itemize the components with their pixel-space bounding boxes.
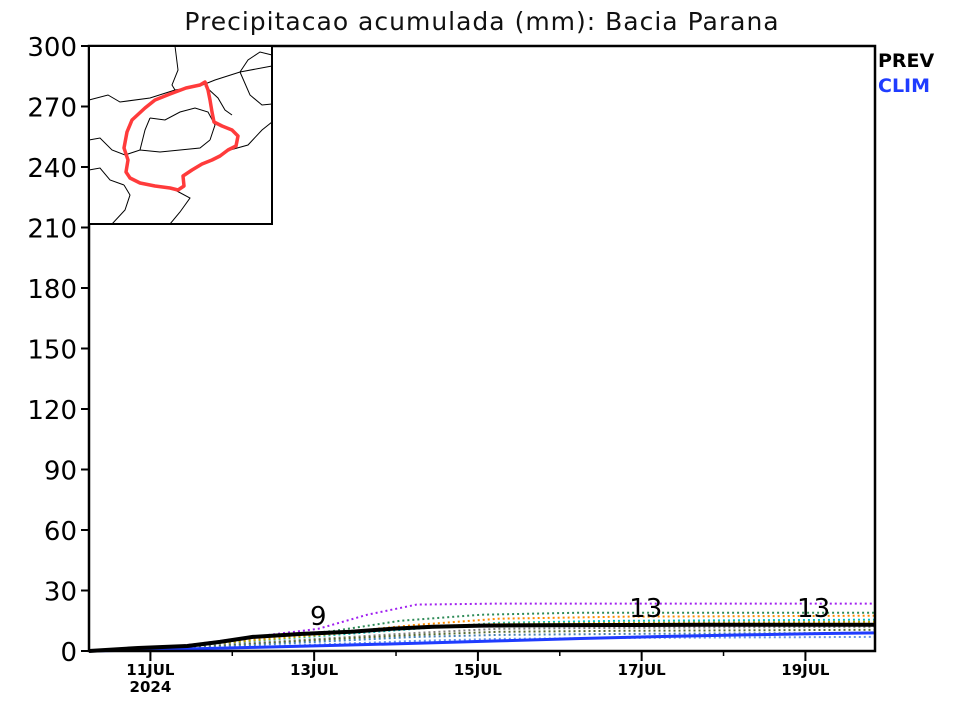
series-line-prev: [88, 622, 875, 653]
data-label: 13: [797, 594, 830, 624]
y-tick-label: 90: [44, 457, 77, 487]
inset-map-frame: [88, 45, 273, 225]
y-tick-label: 30: [44, 578, 77, 608]
x-tick-label: 13JUL: [290, 661, 339, 679]
series-line-clim: [88, 631, 876, 653]
y-tick-label: 210: [27, 215, 77, 245]
y-tick-label: 240: [27, 154, 77, 184]
y-tick-label: 270: [27, 94, 77, 124]
ensemble-member-line: [88, 602, 875, 652]
annotations: 9 13 13: [310, 594, 830, 632]
x-tick-label: 19JUL: [781, 661, 830, 679]
data-label: 9: [310, 602, 327, 632]
x-tick-label: 17JUL: [618, 661, 667, 679]
parana-basin-outline: [122, 80, 240, 192]
plot-frame: [87, 44, 877, 653]
y-tick-label: 120: [27, 396, 77, 426]
y-axis: 0 30 60 90 120 150 180 210 240 270 300: [27, 33, 89, 668]
series-lines: [88, 622, 876, 653]
legend-prev: PREV: [878, 50, 935, 72]
x-tick-sublabel: 2024: [130, 678, 172, 696]
y-tick-label: 180: [27, 275, 77, 305]
inset-map-borders: [88, 45, 273, 225]
legend-clim: CLIM: [878, 75, 930, 97]
x-tick-label: 11JUL: [126, 661, 175, 679]
y-tick-label: 60: [44, 517, 77, 547]
chart-title: Precipitacao acumulada (mm): Bacia Paran…: [184, 7, 779, 36]
y-tick-label: 300: [27, 33, 77, 63]
data-label: 13: [629, 594, 662, 624]
legend: PREV CLIM: [878, 50, 935, 97]
inset-map: [88, 45, 273, 225]
y-tick-label: 0: [60, 638, 77, 668]
y-tick-label: 150: [27, 336, 77, 366]
x-tick-label: 15JUL: [454, 661, 503, 679]
